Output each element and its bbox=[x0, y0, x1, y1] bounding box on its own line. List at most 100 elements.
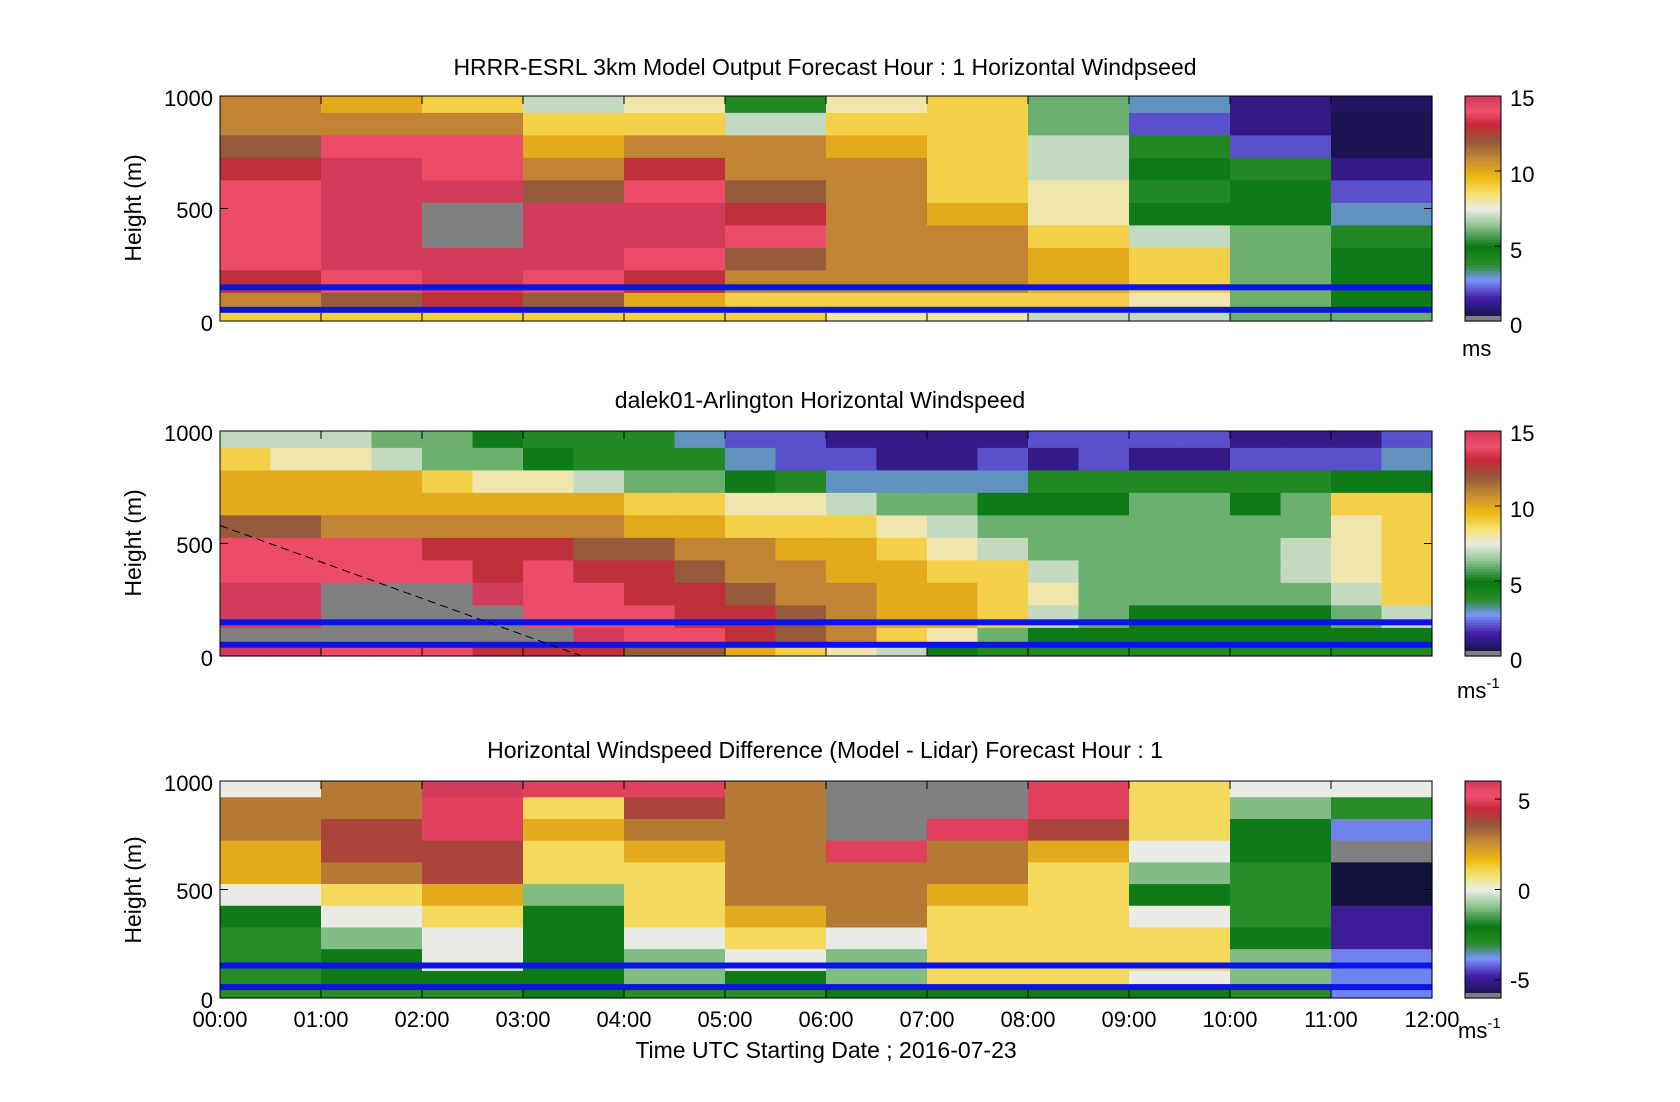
heatmap-cell bbox=[1331, 157, 1433, 181]
heatmap-cell bbox=[1230, 987, 1332, 999]
heatmap-cell bbox=[725, 797, 827, 820]
colorbar-segment bbox=[1465, 216, 1501, 221]
heatmap-cell bbox=[927, 987, 1029, 999]
heatmap-cell bbox=[1381, 515, 1433, 539]
heatmap-cell bbox=[220, 492, 272, 516]
heatmap-cell bbox=[1230, 135, 1332, 159]
heatmap-cell bbox=[1230, 537, 1282, 561]
colorbar-segment bbox=[1465, 208, 1501, 212]
panel-model-title: HRRR-ESRL 3km Model Output Forecast Hour… bbox=[453, 54, 1196, 80]
heatmap-cell bbox=[422, 112, 524, 136]
colorbar-segment bbox=[1465, 976, 1501, 980]
heatmap-cell bbox=[321, 797, 423, 820]
reference-height-band bbox=[220, 641, 1432, 648]
heatmap-cell bbox=[1280, 492, 1332, 516]
colorbar-segment bbox=[1465, 941, 1501, 945]
heatmap-cell bbox=[1230, 292, 1332, 311]
colorbar-segment bbox=[1465, 487, 1501, 491]
heatmap-cell bbox=[624, 537, 676, 561]
colorbar-segment bbox=[1465, 970, 1501, 975]
colorbar-segment bbox=[1465, 287, 1501, 291]
heatmap-cell bbox=[1129, 644, 1181, 657]
colorbar-segment bbox=[1465, 889, 1501, 893]
heatmap-cell bbox=[1230, 202, 1332, 226]
colorbar-segment bbox=[1465, 989, 1501, 994]
heatmap-cell bbox=[1331, 515, 1383, 539]
heatmap-cell bbox=[1331, 470, 1383, 494]
cbar-tick-label: 5 bbox=[1510, 573, 1522, 598]
heatmap-cell bbox=[1381, 431, 1433, 449]
cbar-tick-label: 10 bbox=[1510, 497, 1534, 522]
ytick-label: 500 bbox=[176, 533, 213, 558]
colorbar-segment bbox=[1465, 523, 1501, 528]
colorbar-segment bbox=[1465, 625, 1501, 629]
heatmap-cell bbox=[1381, 582, 1433, 606]
colorbar-segment bbox=[1465, 582, 1501, 587]
heatmap-cell bbox=[725, 247, 827, 271]
heatmap-cell bbox=[371, 492, 423, 516]
ytick-label: 1000 bbox=[164, 771, 213, 796]
colorbar-segment bbox=[1465, 110, 1501, 114]
heatmap-cell bbox=[1028, 884, 1130, 907]
heatmap-cell bbox=[624, 884, 726, 907]
colorbar-segment bbox=[1465, 202, 1501, 207]
colorbar-segment bbox=[1465, 518, 1501, 522]
heatmap-cell bbox=[220, 987, 322, 999]
heatmap-cell bbox=[1129, 627, 1181, 646]
colorbar-segment bbox=[1465, 832, 1501, 836]
heatmap-cell bbox=[523, 862, 625, 885]
heatmap-cell bbox=[1381, 492, 1433, 516]
heatmap-cell bbox=[220, 840, 322, 863]
colorbar-segment bbox=[1465, 439, 1501, 443]
panel-difference-title: Horizontal Windspeed Difference (Model -… bbox=[487, 737, 1163, 763]
colorbar-segment bbox=[1465, 602, 1501, 606]
heatmap-cell bbox=[725, 225, 827, 249]
colorbar-segment bbox=[1465, 794, 1501, 798]
heatmap-cell bbox=[270, 644, 322, 657]
panel-model-xticks bbox=[219, 95, 1433, 322]
xtick-label: 06:00 bbox=[798, 1007, 853, 1032]
heatmap-cell bbox=[624, 470, 676, 494]
heatmap-cell bbox=[1028, 225, 1130, 249]
ytick-label: 500 bbox=[176, 198, 213, 223]
colorbar-segment bbox=[1465, 611, 1501, 615]
heatmap-cell bbox=[523, 112, 625, 136]
heatmap-cell bbox=[775, 431, 827, 449]
heatmap-cell bbox=[1331, 431, 1383, 449]
heatmap-cell bbox=[826, 96, 928, 114]
colorbar-segment bbox=[1465, 566, 1501, 570]
colorbar-segment bbox=[1465, 506, 1501, 511]
reference-height-band bbox=[220, 962, 1432, 969]
heatmap-cell bbox=[927, 627, 979, 646]
heatmap-cell bbox=[523, 247, 625, 271]
colorbar-segment bbox=[1465, 622, 1501, 626]
cbar-tick-label: 0 bbox=[1518, 879, 1530, 904]
heatmap-cell bbox=[523, 905, 625, 929]
panel-lidar-colorbar bbox=[1464, 430, 1502, 657]
ytick-label: 0 bbox=[201, 311, 213, 336]
heatmap-cell bbox=[927, 970, 1029, 988]
colorbar-segment bbox=[1465, 290, 1501, 294]
heatmap-cell bbox=[270, 515, 322, 539]
colorbar-segment bbox=[1465, 816, 1501, 820]
heatmap-cell bbox=[826, 797, 928, 820]
heatmap-cell bbox=[321, 180, 423, 204]
colorbar-segment bbox=[1465, 805, 1501, 809]
heatmap-cell bbox=[1280, 447, 1332, 471]
heatmap-cell bbox=[523, 515, 575, 539]
colorbar-segment bbox=[1465, 613, 1501, 618]
heatmap-cell bbox=[1028, 180, 1130, 204]
heatmap-cell bbox=[220, 905, 322, 929]
colorbar-segment bbox=[1465, 281, 1501, 286]
heatmap-cell bbox=[270, 431, 322, 449]
heatmap-cell bbox=[674, 627, 726, 646]
colorbar-segment bbox=[1465, 900, 1501, 904]
heatmap-cell bbox=[1331, 247, 1433, 271]
heatmap-cell bbox=[826, 247, 928, 271]
colorbar-segment bbox=[1465, 247, 1501, 252]
heatmap-cell bbox=[624, 840, 726, 863]
colorbar-segment bbox=[1465, 797, 1501, 801]
heatmap-cell bbox=[826, 180, 928, 204]
heatmap-cell bbox=[321, 515, 373, 539]
colorbar-segment bbox=[1465, 987, 1501, 991]
